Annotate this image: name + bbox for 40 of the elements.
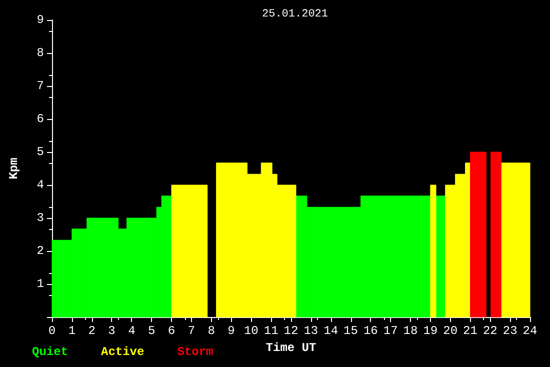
x-tick-label: 13 bbox=[304, 324, 318, 338]
text: Storm bbox=[177, 345, 214, 359]
x-tick-label: 7 bbox=[188, 324, 196, 338]
y-tick-label: 5 bbox=[36, 145, 44, 159]
x-tick-label: 24 bbox=[522, 324, 538, 338]
x-tick-label: 10 bbox=[244, 324, 258, 338]
chart-title: 25.01.2021 bbox=[262, 8, 328, 20]
y-axis-title: Kpm bbox=[7, 158, 21, 180]
x-tick-label: 6 bbox=[168, 324, 176, 338]
x-tick-label: 9 bbox=[228, 324, 235, 338]
x-tick-label: 11 bbox=[264, 324, 278, 338]
x-tick-label: 0 bbox=[48, 324, 56, 338]
x-tick-label: 22 bbox=[482, 324, 498, 338]
y-tick-label: 1 bbox=[36, 277, 44, 291]
x-tick-label: 17 bbox=[383, 324, 398, 338]
y-tick-label: 2 bbox=[36, 244, 44, 258]
x-tick-label: 5 bbox=[148, 324, 156, 338]
x-tick-label: 3 bbox=[108, 324, 116, 338]
x-tick-label: 19 bbox=[423, 324, 438, 338]
y-tick-label: 8 bbox=[36, 46, 44, 60]
x-tick-label: 8 bbox=[208, 324, 215, 338]
y-tick-label: 9 bbox=[36, 13, 44, 27]
text: Quiet bbox=[32, 345, 68, 359]
y-tick-label: 6 bbox=[36, 112, 44, 126]
x-tick-label: 1 bbox=[68, 324, 76, 338]
x-tick-label: 4 bbox=[128, 324, 136, 338]
y-tick-label: 3 bbox=[36, 211, 44, 225]
text: Active bbox=[101, 345, 144, 359]
x-tick-label: 18 bbox=[403, 324, 418, 338]
x-tick-label: 20 bbox=[443, 324, 458, 338]
x-tick-label: 21 bbox=[463, 324, 478, 338]
x-axis-title: Time UT bbox=[266, 340, 316, 355]
x-tick-label: 14 bbox=[324, 324, 338, 338]
x-tick-label: 15 bbox=[344, 324, 358, 338]
x-tick-label: 12 bbox=[284, 324, 298, 338]
y-tick-label: 7 bbox=[36, 79, 44, 93]
x-tick-label: 23 bbox=[502, 324, 518, 338]
x-tick-label: 2 bbox=[88, 324, 96, 338]
y-tick-label: 4 bbox=[36, 178, 44, 192]
x-tick-label: 16 bbox=[363, 324, 378, 338]
